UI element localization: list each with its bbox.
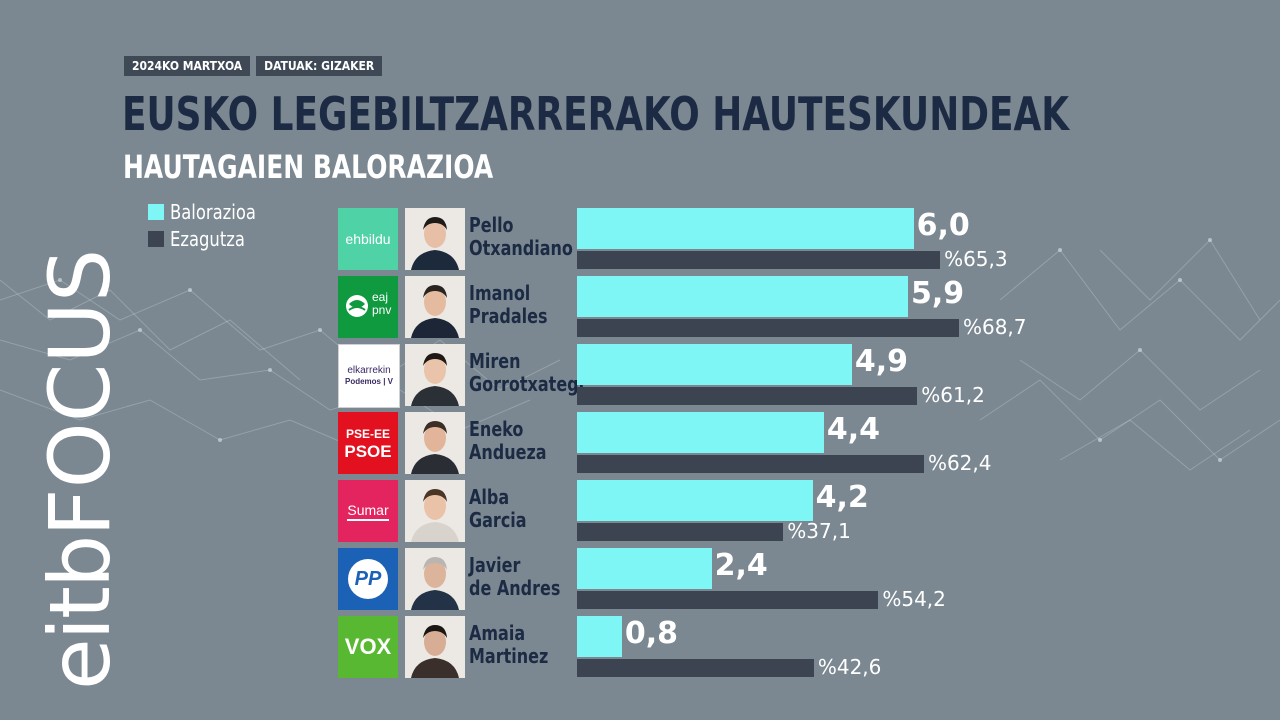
chart-row: eaj pnv Imanol Pradales 5,9 %68,7 [0,276,1280,339]
candidate-portrait-icon [405,276,465,338]
candidate-first-name: Pello [469,213,514,237]
knowledge-bar [577,455,924,473]
candidate-photo [405,208,465,270]
candidate-photo [405,276,465,338]
candidate-first-name: Amaia [469,621,526,645]
chart-row: elkarrekin Podemos | V Miren Gorrotxategi 4,… [0,344,1280,408]
candidate-first-name: Eneko [469,417,524,441]
knowledge-bar [577,591,879,609]
candidate-first-name: Miren [469,349,521,373]
valuation-value-label: 5,9 [910,276,965,311]
valuation-value-label: 4,9 [854,344,909,379]
valuation-bar [577,616,622,657]
knowledge-bar [577,319,959,337]
ehbildu-logo-text: ehbildu [345,231,391,247]
legend-swatch-knowledge [148,230,164,247]
chart-row: PSE-EE PSOE Eneko Andueza 4,4 %62,4 [0,412,1280,475]
candidate-last-name: Garcia [469,508,527,532]
knowledge-value-label: %65,3 [944,247,1008,271]
candidate-photo [405,344,465,406]
legend-swatch-valuation [148,203,164,220]
candidate-photo [405,480,465,542]
candidate-portrait-icon [405,548,465,610]
candidate-name: Alba Garcia [469,486,527,532]
knowledge-bar [577,659,814,677]
knowledge-bar [577,251,941,269]
sumar-logo-icon: Sumar [338,480,398,542]
candidate-last-name: Pradales [469,304,548,328]
candidate-name: Amaia Martinez [469,622,548,668]
candidate-last-name: Gorrotxategi [469,372,585,396]
valuation-bar [577,412,824,453]
legend-label-valuation: Balorazioa [170,199,256,224]
valuation-bar [577,548,712,589]
candidate-portrait-icon [405,412,465,474]
knowledge-bar [577,387,918,405]
valuation-value-label: 2,4 [714,548,768,583]
candidate-name: Pello Otxandiano [469,214,573,260]
candidate-first-name: Javier [469,553,521,577]
legend-label-knowledge: Ezagutza [170,226,245,251]
chart-row: Sumar Alba Garcia 4,2 %37,1 [0,480,1280,543]
chart-row: ehbildu Pello Otxandiano 6,0 %65,3 [0,208,1280,271]
valuation-bar [577,208,914,249]
knowledge-value-label: %61,2 [921,383,985,407]
valuation-bar [577,344,852,385]
valuation-value-label: 0,8 [624,616,679,651]
vox-logo-icon: VOX [338,616,398,678]
chart-row: VOX Amaia Martinez 0,8 %42,6 [0,616,1280,679]
knowledge-bar [577,523,784,541]
candidate-first-name: Alba [469,485,510,509]
candidate-last-name: Martinez [469,644,549,668]
chart-row: PP Javier de Andres 2,4 %54,2 [0,548,1280,611]
candidate-portrait-icon [405,344,465,406]
knowledge-value-label: %37,1 [787,519,851,543]
candidate-last-name: Otxandiano [469,236,573,260]
valuation-bar [577,480,813,521]
valuation-value-label: 4,2 [815,480,869,515]
source-badge: DATUAK: GIZAKER [256,56,383,76]
pse-psoe-logo-icon: PSE-EE PSOE [338,412,398,474]
knowledge-value-label: %54,2 [882,587,946,611]
candidate-name: Eneko Andueza [469,418,547,464]
knowledge-value-label: %68,7 [962,315,1027,339]
candidate-last-name: de Andres [469,576,561,600]
candidate-name: Miren Gorrotxategi [469,350,584,396]
candidate-portrait-icon [405,480,465,542]
candidate-portrait-icon [405,616,465,678]
candidate-portrait-icon [405,208,465,270]
chart-subtitle: HAUTAGAIEN BALORAZIOA [123,148,494,186]
candidate-photo [405,616,465,678]
candidate-name: Imanol Pradales [469,282,548,328]
candidate-first-name: Imanol [469,281,531,305]
knowledge-value-label: %62,4 [927,451,992,475]
legend-item-knowledge: Ezagutza [148,225,275,252]
chart-title: EUSKO LEGEBILTZARRERAKO HAUTESKUNDEAK [122,87,1070,141]
valuation-bar [577,276,908,317]
elkarrekin-podemos-logo-icon: elkarrekin Podemos | V [338,344,400,408]
legend-item-valuation: Balorazioa [148,198,275,225]
valuation-value-label: 6,0 [916,208,970,243]
date-badge: 2024KO MARTXOA [124,56,251,76]
candidate-photo [405,548,465,610]
ehbildu-logo-icon: ehbildu [338,208,398,270]
valuation-value-label: 4,4 [826,412,880,447]
candidate-last-name: Andueza [469,440,547,464]
knowledge-value-label: %42,6 [817,655,882,679]
candidate-name: Javier de Andres [469,554,560,600]
header-meta: 2024KO MARTXOA DATUAK: GIZAKER [124,56,383,76]
candidate-photo [405,412,465,474]
chart-legend: Balorazioa Ezagutza [148,198,275,252]
pnv-logo-icon: eaj pnv [338,276,398,338]
pp-logo-icon: PP [338,548,398,610]
